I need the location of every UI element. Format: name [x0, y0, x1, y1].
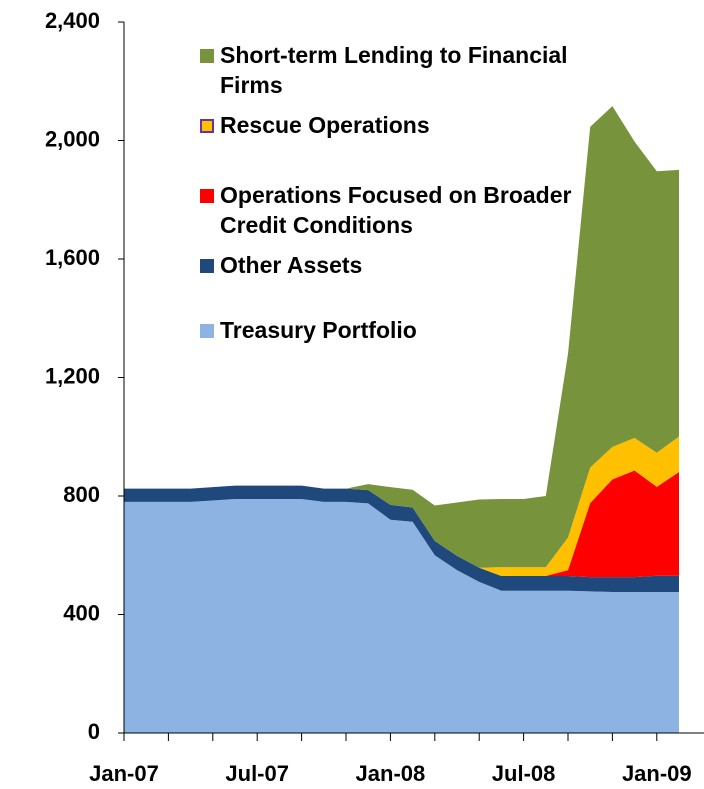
- y-tick-label: 1,200: [45, 363, 100, 388]
- x-tick-label: Jul-07: [225, 761, 289, 786]
- x-tick-label: Jul-08: [492, 761, 556, 786]
- y-tick-label: 800: [63, 482, 100, 507]
- legend-label: Operations Focused on Broader Credit Con…: [220, 182, 572, 238]
- area: [124, 498, 679, 733]
- legend-label: Rescue Operations: [220, 112, 430, 138]
- x-tick-label: Jan-09: [622, 761, 692, 786]
- x-tick-label: Jan-07: [89, 761, 159, 786]
- legend-swatch: [200, 49, 214, 63]
- legend-label: Other Assets: [220, 252, 363, 278]
- legend-entry: Treasury Portfolio: [200, 315, 600, 345]
- legend-entry: Other Assets: [200, 250, 600, 280]
- legend-swatch: [200, 324, 214, 338]
- y-tick-label: 400: [63, 600, 100, 625]
- area: [124, 436, 679, 576]
- legend-entry: Operations Focused on Broader Credit Con…: [200, 180, 600, 240]
- legend-entry: Short-term Lending to Financial Firms: [200, 40, 600, 100]
- legend-swatch: [200, 189, 214, 203]
- y-tick-label: 0: [88, 719, 100, 744]
- y-tick-label: 2,000: [45, 126, 100, 151]
- legend-swatch: [200, 119, 214, 133]
- legend-entry: Rescue Operations: [200, 110, 600, 140]
- area: [124, 106, 679, 568]
- legend-label: Short-term Lending to Financial Firms: [220, 42, 568, 98]
- legend-label: Treasury Portfolio: [220, 317, 417, 343]
- area: [124, 485, 679, 592]
- x-tick-label: Jan-08: [356, 761, 426, 786]
- legend-swatch: [200, 259, 214, 273]
- area: [124, 470, 679, 578]
- y-tick-label: 1,600: [45, 245, 100, 270]
- y-tick-label: 2,400: [45, 8, 100, 33]
